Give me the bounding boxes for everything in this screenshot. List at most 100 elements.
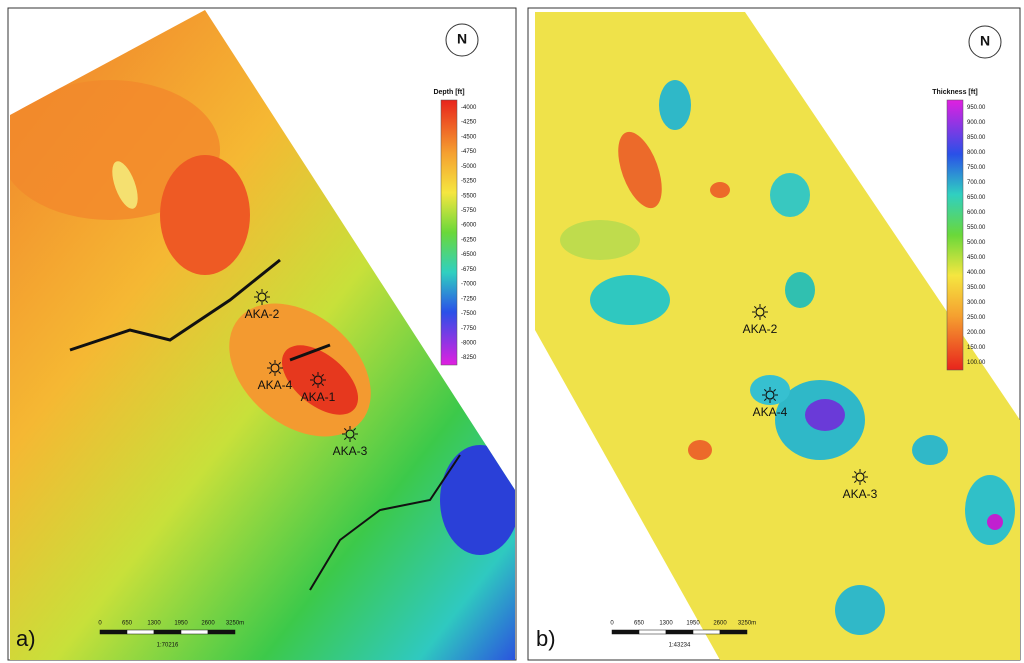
legend-label: 950.00 (967, 105, 986, 111)
scale-label: 650 (634, 621, 645, 627)
legend-label: -7250 (461, 296, 477, 302)
scale-bar-segment (207, 629, 236, 635)
scale-label: 1300 (659, 621, 673, 627)
legend-label: -7000 (461, 282, 477, 288)
legend-label: 500.00 (967, 240, 986, 246)
scale-bar-segment (692, 629, 721, 635)
legend-label: 100.00 (967, 360, 986, 366)
legend-label: 300.00 (967, 300, 986, 306)
well-ray (311, 383, 315, 387)
scale-ratio: 1:70216 (157, 643, 179, 649)
well-ray (255, 290, 259, 294)
well-ray (763, 388, 767, 392)
panel-label: a) (16, 626, 36, 651)
scale-bar-segment (719, 629, 748, 635)
legend-label: 200.00 (967, 330, 986, 336)
north-label: N (457, 31, 467, 47)
legend-label: -4500 (461, 134, 477, 140)
north-label: N (980, 33, 990, 49)
legend-label: -7750 (461, 326, 477, 332)
well-ray (268, 371, 272, 375)
legend-label: -4750 (461, 149, 477, 155)
legend-label: 450.00 (967, 255, 986, 261)
well-symbol (765, 390, 775, 400)
legend-label: -4250 (461, 120, 477, 126)
well-ray (278, 371, 282, 375)
well-symbol (257, 292, 267, 302)
scale-bar-segment (180, 629, 209, 635)
well-symbol (855, 472, 865, 482)
legend-label: -5500 (461, 193, 477, 199)
well-ray (265, 300, 269, 304)
well-ray (255, 300, 259, 304)
well-ray (343, 427, 347, 431)
well-ray (353, 437, 357, 441)
well-symbol (270, 363, 280, 373)
well-label: AKA-3 (843, 487, 878, 501)
legend-label: 700.00 (967, 180, 986, 186)
legend-label: 550.00 (967, 225, 986, 231)
legend-label: 750.00 (967, 165, 986, 171)
well-ray (311, 373, 315, 377)
well-symbol (755, 307, 765, 317)
scale-label: 3250m (226, 621, 244, 627)
well-ray (343, 437, 347, 441)
well-ray (773, 398, 777, 402)
scale-label: 2600 (201, 621, 215, 627)
well-ray (753, 315, 757, 319)
panel-label: b) (536, 626, 556, 651)
well-label: AKA-4 (753, 405, 788, 419)
legend-label: 650.00 (967, 195, 986, 201)
scale-label: 1300 (147, 621, 161, 627)
well-label: AKA-2 (743, 322, 778, 336)
legend-label: -6750 (461, 267, 477, 273)
well-ray (863, 480, 867, 484)
well-symbol (345, 429, 355, 439)
legend-label: -7500 (461, 311, 477, 317)
well-label: AKA-3 (333, 444, 368, 458)
legend-label: 250.00 (967, 315, 986, 321)
scale-bar-segment (126, 629, 155, 635)
well-label: AKA-2 (245, 307, 280, 321)
scale-label: 0 (610, 621, 614, 627)
well-ray (763, 305, 767, 309)
legend-label: 800.00 (967, 150, 986, 156)
well-ray (763, 398, 767, 402)
legend-label: -5250 (461, 179, 477, 185)
legend-label: -8000 (461, 340, 477, 346)
scale-bar-segment (611, 629, 640, 635)
legend-label: 400.00 (967, 270, 986, 276)
scale-label: 650 (122, 621, 133, 627)
legend-label: -6000 (461, 223, 477, 229)
legend-title: Depth [ft] (433, 89, 464, 96)
scale-label: 1950 (686, 621, 700, 627)
well-ray (321, 373, 325, 377)
well-ray (353, 427, 357, 431)
color-bar (440, 99, 458, 366)
scale-label: 1950 (174, 621, 188, 627)
well-label: AKA-1 (301, 390, 336, 404)
legend-label: 350.00 (967, 285, 986, 291)
scale-bar-segment (665, 629, 694, 635)
scale-label: 3250m (738, 621, 756, 627)
well-ray (853, 470, 857, 474)
well-ray (268, 361, 272, 365)
scale-bar-segment (153, 629, 182, 635)
well-ray (863, 470, 867, 474)
legend-label: -6250 (461, 237, 477, 243)
well-ray (753, 305, 757, 309)
legend-label: -6500 (461, 252, 477, 258)
color-bar (946, 99, 964, 371)
scale-label: 0 (98, 621, 102, 627)
well-label: AKA-4 (258, 378, 293, 392)
scale-ratio: 1:43234 (669, 643, 691, 649)
compass (445, 23, 479, 57)
legend-label: -5750 (461, 208, 477, 214)
well-ray (853, 480, 857, 484)
well-ray (278, 361, 282, 365)
scale-bar-segment (638, 629, 667, 635)
legend-label: -8250 (461, 355, 477, 361)
well-symbol (313, 375, 323, 385)
well-ray (321, 383, 325, 387)
